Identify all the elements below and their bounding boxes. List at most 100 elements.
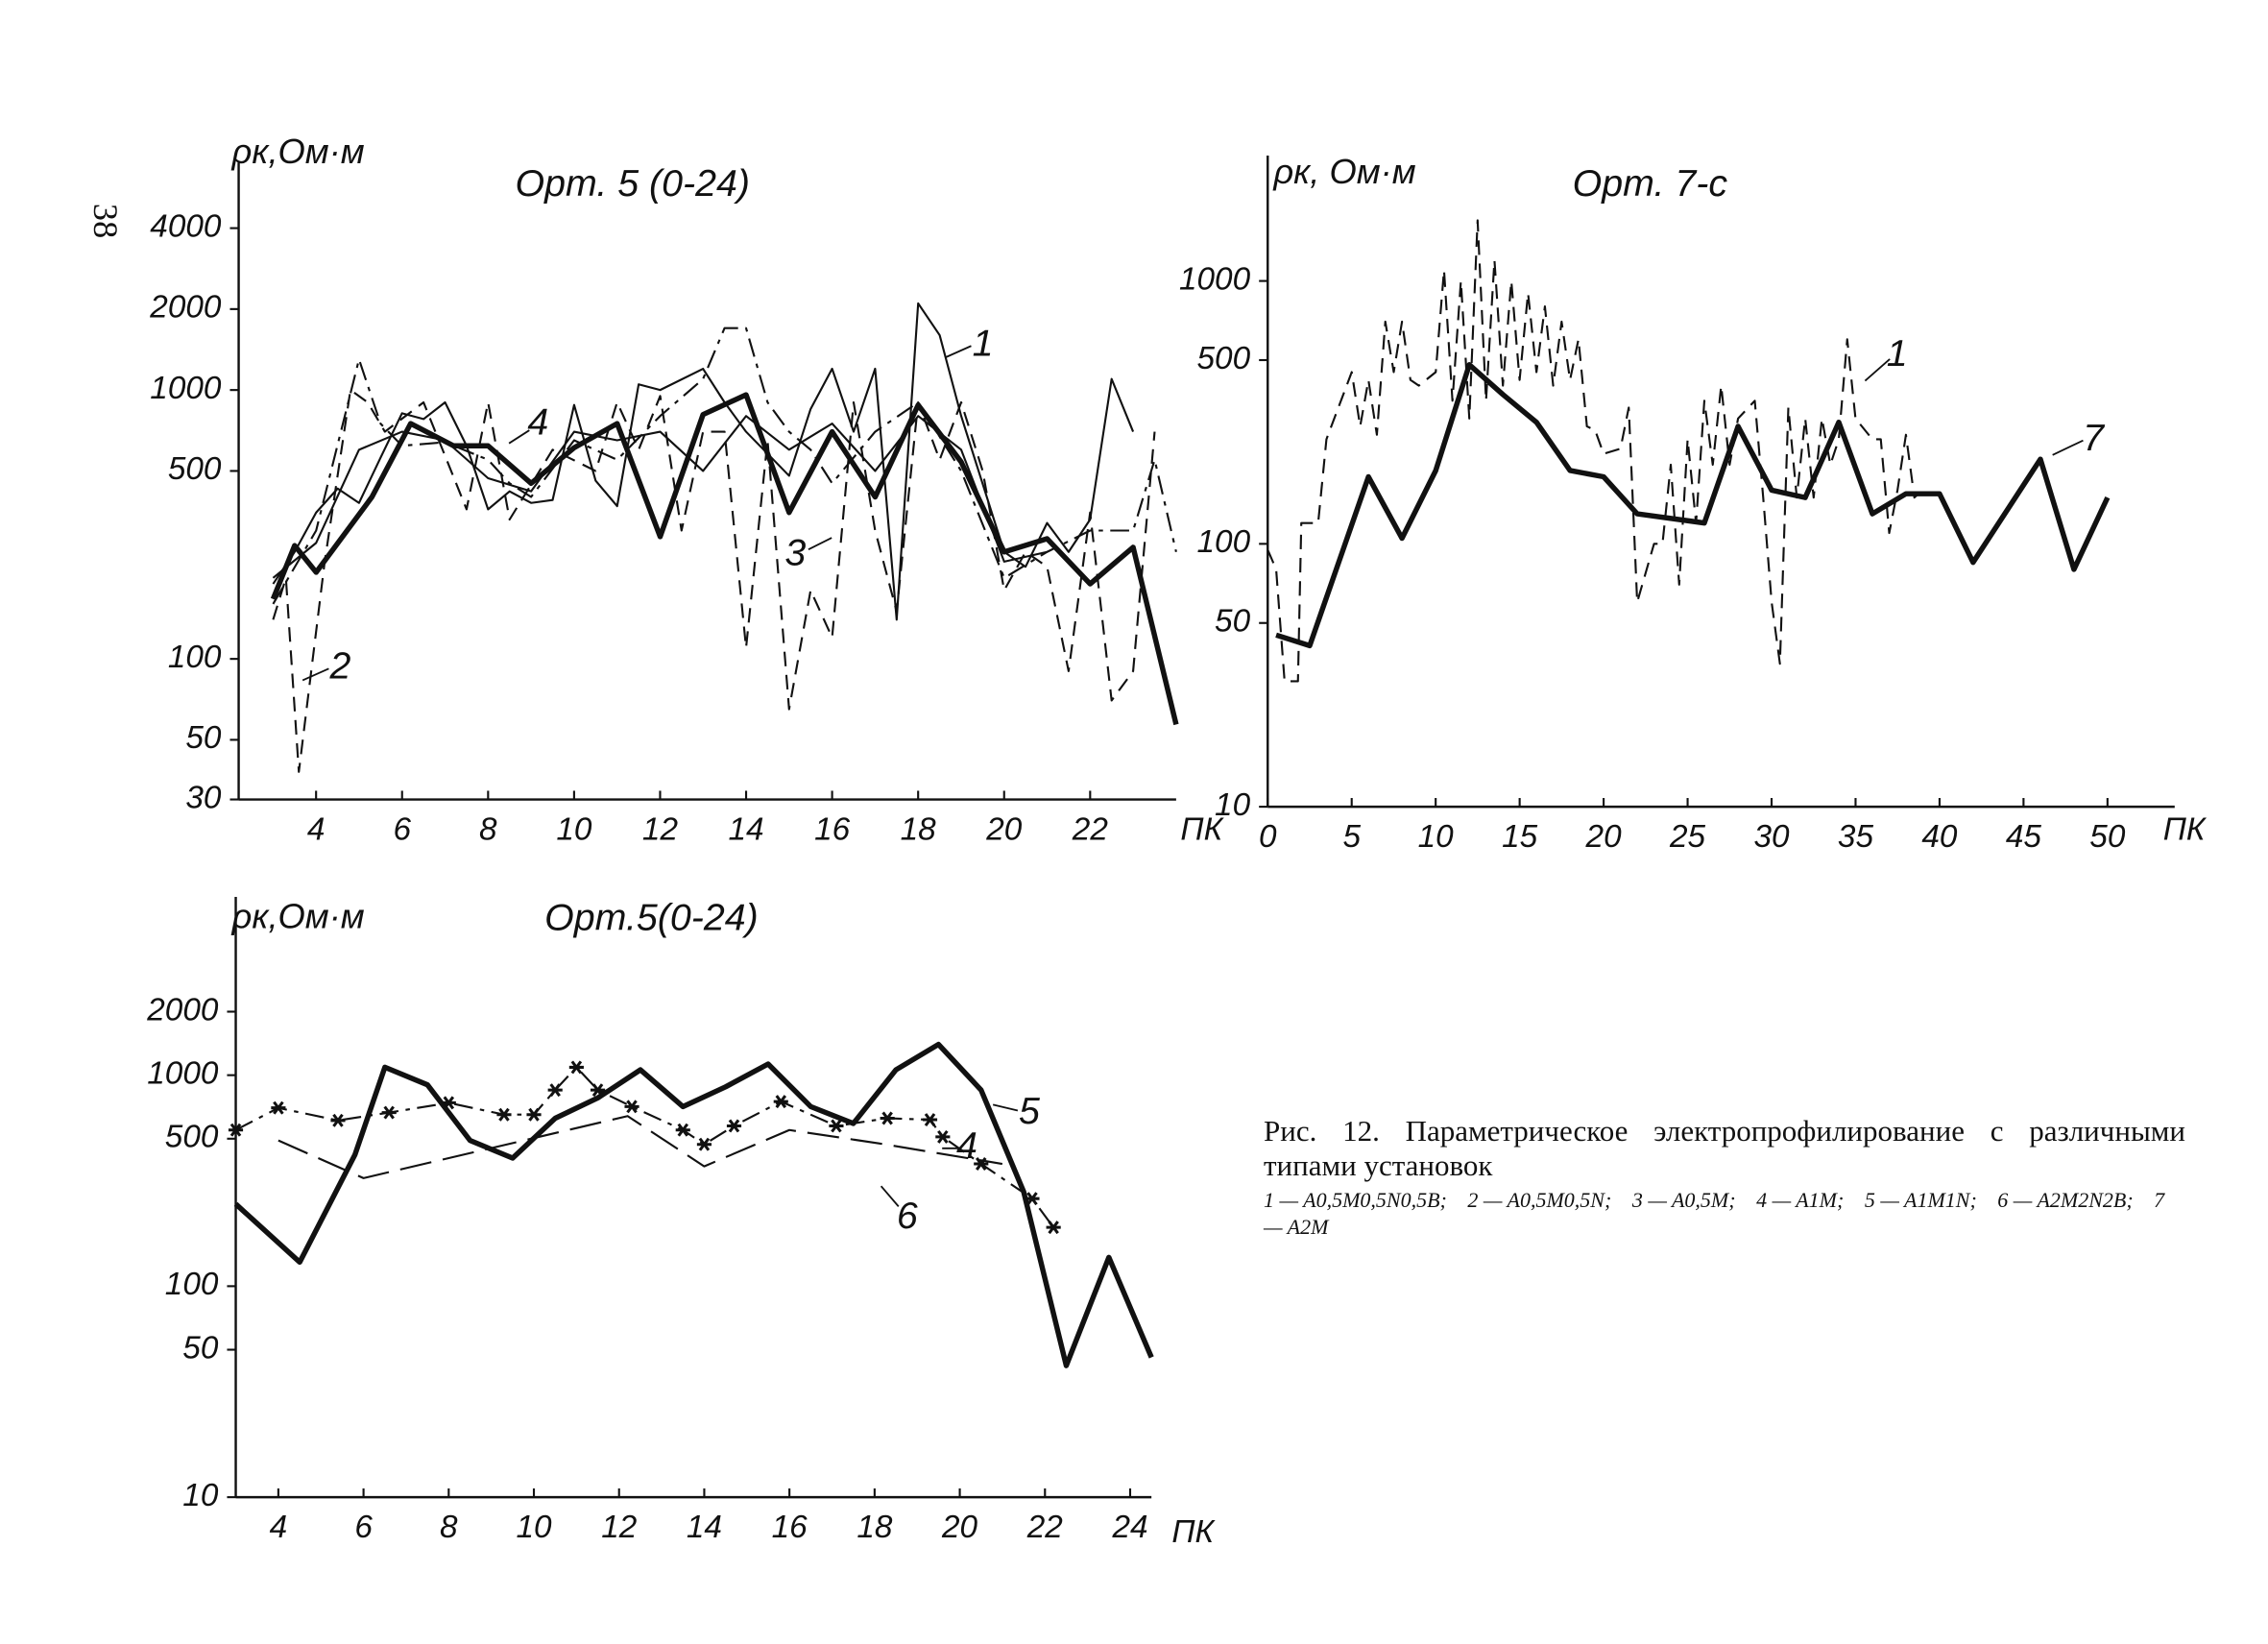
x-tick-label: 24 [1111,1510,1147,1545]
y-tick-label: 2000 [146,992,219,1028]
series-line [270,392,1179,726]
x-tick-label: 25 [1669,819,1706,855]
point-marker [381,1105,397,1120]
y-tick-label: 1000 [147,1055,219,1091]
x-tick-label: 8 [479,812,497,848]
page-number: 38 [86,204,125,238]
x-tick-label: 6 [393,812,411,848]
y-axis-label: ρк, Ом·м [1272,152,1415,191]
point-marker [590,1083,606,1098]
series-label: 5 [1019,1090,1040,1132]
y-tick-label: 50 [185,720,222,756]
point-marker [880,1111,895,1125]
x-tick-label: 0 [1259,819,1277,855]
x-tick-label: 50 [2089,819,2126,855]
series-line [233,1041,1154,1368]
y-tick-label: 500 [168,451,222,487]
series-line [272,302,1135,621]
x-tick-label: 22 [1026,1510,1064,1545]
label-leader [302,667,329,682]
x-tick-label: 16 [814,812,851,848]
y-tick-label: 50 [182,1330,219,1366]
y-tick-label: 10 [1215,787,1251,823]
y-tick-label: 500 [1197,341,1251,376]
legend-entry: 5 — A1M1N; [1864,1188,1977,1212]
point-marker [330,1113,346,1127]
y-tick-label: 100 [168,640,222,675]
legend-entry: 7 — A2M [1264,1188,2165,1239]
x-tick-label: 20 [1585,819,1623,855]
x-tick-label: 18 [857,1510,893,1545]
x-tick-label: 20 [985,812,1023,848]
x-tick-label: 10 [516,1510,552,1545]
x-tick-label: 12 [642,812,679,848]
caption: Рис. 12. Параметрическое электропрофилир… [1264,1114,2185,1241]
series-line [1275,362,2111,649]
label-leader [2052,439,2084,456]
series-label: 2 [329,645,351,688]
y-tick-label: 500 [165,1120,219,1155]
point-marker [1046,1221,1061,1235]
legend-entry: 6 — A2M2N2B; [1997,1188,2134,1212]
legend-entry: 2 — A0,5M0,5N; [1467,1188,1612,1212]
y-axis-label: ρк,Ом·м [231,896,365,935]
series-line [235,1066,1054,1228]
series-label: 6 [897,1195,918,1237]
point-marker [773,1095,788,1109]
x-axis-label: ПК [1180,812,1224,848]
x-tick-label: 8 [440,1510,458,1545]
series-label: 7 [2083,417,2106,459]
point-marker [441,1096,456,1110]
x-tick-label: 10 [556,812,592,848]
caption-title: Рис. 12. Параметрическое электропрофилир… [1264,1114,2185,1182]
x-tick-label: 35 [1838,819,1874,855]
point-marker [1025,1192,1040,1206]
series-label: 4 [956,1124,977,1167]
y-tick-label: 50 [1215,604,1251,640]
x-tick-label: 14 [729,812,764,848]
label-leader [880,1185,900,1207]
x-tick-label: 10 [1418,819,1455,855]
label-leader [808,537,832,550]
label-leader [992,1103,1019,1112]
x-tick-label: 14 [687,1510,722,1545]
point-marker [935,1129,951,1144]
legend-entry: 1 — A0,5M0,5N0,5B; [1264,1188,1447,1212]
y-tick-label: 1000 [150,371,222,406]
caption-legend: 1 — A0,5M0,5N0,5B; 2 — A0,5M0,5N; 3 — A0… [1264,1187,2185,1241]
series-line [272,326,1177,605]
x-axis-label: ПК [2163,812,2208,848]
x-tick-label: 12 [601,1510,638,1545]
series-line [277,1115,1003,1179]
x-tick-label: 20 [941,1510,978,1545]
series-label: 1 [1887,332,1908,375]
series-label: 4 [527,400,548,443]
point-marker [726,1119,742,1133]
point-marker [922,1113,938,1127]
y-tick-label: 30 [185,780,222,815]
point-marker [526,1107,542,1122]
series-line [272,389,1156,773]
chart-title: Орт. 7-с [1573,162,1728,205]
chart-title: Орт.5(0-24) [544,897,759,939]
point-marker [675,1123,690,1137]
x-tick-label: 6 [354,1510,373,1545]
x-tick-label: 40 [1921,819,1958,855]
series-label: 3 [784,532,806,574]
legend-entry: 3 — A0,5M; [1631,1188,1736,1212]
point-marker [829,1119,844,1133]
series-line [272,415,1048,579]
y-tick-label: 100 [1197,524,1251,560]
point-marker [496,1107,512,1122]
series-label: 1 [973,323,994,365]
y-tick-label: 4000 [150,208,222,244]
y-tick-label: 10 [182,1478,219,1513]
chart-title: Орт. 5 (0-24) [516,162,750,205]
point-marker [228,1123,244,1137]
label-leader [1864,358,1891,382]
point-marker [696,1137,712,1151]
label-leader [508,429,530,445]
x-tick-label: 18 [901,812,937,848]
